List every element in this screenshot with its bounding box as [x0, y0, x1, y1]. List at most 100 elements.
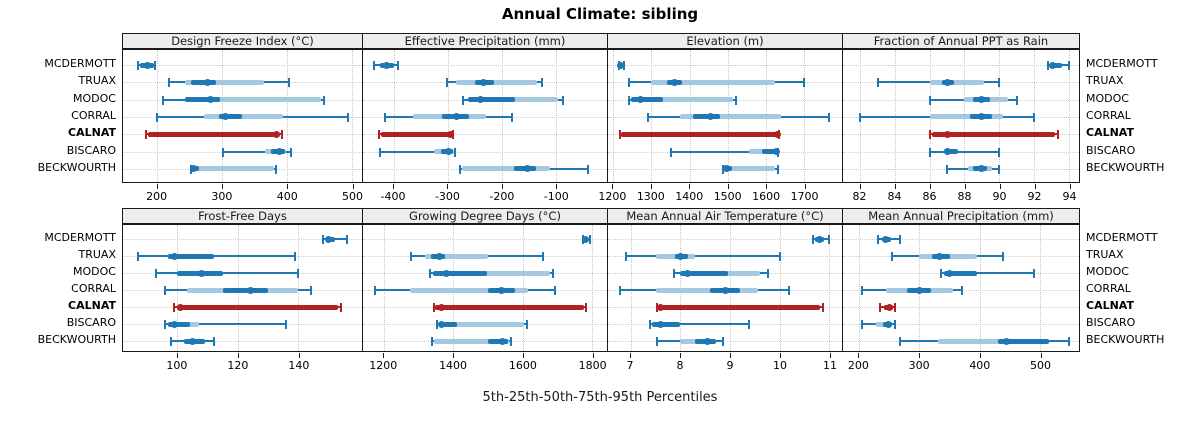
quartile-band	[630, 97, 734, 103]
interval-row	[363, 50, 607, 182]
station-label-left: BECKWOURTH	[37, 333, 116, 347]
row-guide	[843, 65, 1079, 66]
axis-tick	[780, 353, 781, 358]
whisker-cap-high	[553, 286, 556, 296]
whisker-cap-low	[928, 130, 931, 140]
whisker-cap-low	[164, 286, 167, 296]
whisker-cap-high	[1015, 95, 1018, 105]
axis-tick	[501, 184, 503, 189]
median-dot	[325, 235, 333, 243]
interval-row	[843, 225, 1079, 351]
interval-row	[363, 50, 607, 182]
whisker-cap-high	[788, 286, 791, 296]
panel-strip: Elevation (m)	[607, 33, 843, 49]
whisker-cap-high	[510, 337, 513, 347]
whisker-cap-high	[721, 337, 724, 347]
axis-tick-label: 1200	[598, 190, 627, 203]
axis-tick	[630, 353, 631, 358]
interval-row	[363, 225, 607, 351]
gridline-v	[177, 225, 179, 351]
median-dot	[176, 303, 184, 311]
whisker-cap-high	[397, 61, 400, 70]
inner-band	[435, 304, 584, 310]
axis-tick	[859, 184, 861, 189]
whisker-cap-low	[167, 78, 170, 88]
median-dot	[915, 286, 923, 294]
whisker-cap-high	[1057, 130, 1060, 140]
station-label-right: MCDERMOTT	[1086, 231, 1158, 244]
axis-tick-label: -300	[434, 190, 460, 203]
interval-row	[608, 50, 842, 182]
axis-tick	[650, 184, 652, 189]
station-label-right: CORRAL	[1086, 108, 1131, 122]
row-guide	[363, 239, 607, 240]
inner-band	[380, 131, 451, 137]
median-dot	[222, 113, 230, 121]
whisker-cap-low	[321, 235, 324, 244]
whisker-cap-high	[345, 235, 348, 244]
whisker-cap-high	[322, 95, 325, 105]
station-label-right: BISCARO	[1086, 143, 1136, 157]
quartile-band	[409, 287, 529, 293]
median-dot	[1049, 61, 1057, 69]
whisker-cap-high	[735, 95, 738, 105]
whisker-cap-high	[541, 252, 544, 262]
interval-row	[363, 50, 607, 182]
interval-row	[843, 50, 1079, 182]
median-dot	[676, 252, 684, 260]
interval-row	[123, 50, 362, 182]
gridline-v	[859, 225, 861, 351]
whisker-line	[929, 150, 1000, 153]
whisker-cap-high	[294, 252, 297, 262]
axis-tick	[1034, 184, 1036, 189]
whisker-cap-high	[562, 95, 565, 105]
whisker-cap-low	[155, 269, 158, 279]
interval-row	[123, 225, 362, 351]
interval-row	[843, 225, 1079, 351]
median-dot	[617, 61, 625, 69]
axis-tick	[612, 184, 614, 189]
whisker-cap-low	[946, 164, 949, 174]
whisker-cap-high	[309, 286, 312, 296]
interval-row	[843, 50, 1079, 182]
whisker-cap-low	[669, 147, 672, 157]
median-dot	[198, 269, 206, 277]
median-dot	[190, 165, 198, 173]
chart-title: Annual Climate: sibling	[501, 5, 699, 23]
gridline-v	[829, 225, 831, 351]
whisker-cap-high	[998, 147, 1001, 157]
panel-body	[607, 224, 843, 352]
axis-tick-label: 10	[773, 359, 787, 372]
whisker-cap-low	[655, 337, 658, 347]
interval-row	[363, 225, 607, 351]
axis-tick-label: 1400	[675, 190, 704, 203]
whisker-cap-high	[998, 164, 1001, 174]
panel-strip: Effective Precipitation (mm)	[362, 33, 608, 49]
row-guide	[123, 341, 362, 343]
median-dot	[978, 113, 986, 121]
gridline-v	[1068, 50, 1070, 182]
whisker-cap-low	[436, 320, 439, 330]
whisker-line	[138, 255, 296, 258]
interval-row	[363, 225, 607, 351]
axis-tick-label: 92	[1027, 190, 1042, 203]
axis-tick-label: -100	[543, 190, 569, 203]
whisker-cap-low	[462, 95, 465, 105]
median-dot	[637, 96, 645, 104]
axis-tick	[592, 353, 594, 358]
quartile-band	[655, 253, 696, 259]
axis-tick-label: 84	[887, 190, 902, 203]
inner-band	[621, 131, 778, 137]
inner-band	[147, 131, 277, 137]
whisker-cap-high	[346, 112, 349, 122]
gridline-v	[351, 50, 353, 182]
interval-row	[363, 225, 607, 351]
quartile-band	[455, 79, 537, 85]
axis-tick	[766, 184, 768, 189]
whisker-cap-high	[153, 61, 156, 70]
whisker-cap-high	[899, 235, 902, 244]
whisker-cap-high	[748, 320, 751, 330]
quartile-band	[203, 114, 283, 120]
interval-row	[123, 225, 362, 351]
axis-tick-label: 90	[992, 190, 1007, 203]
